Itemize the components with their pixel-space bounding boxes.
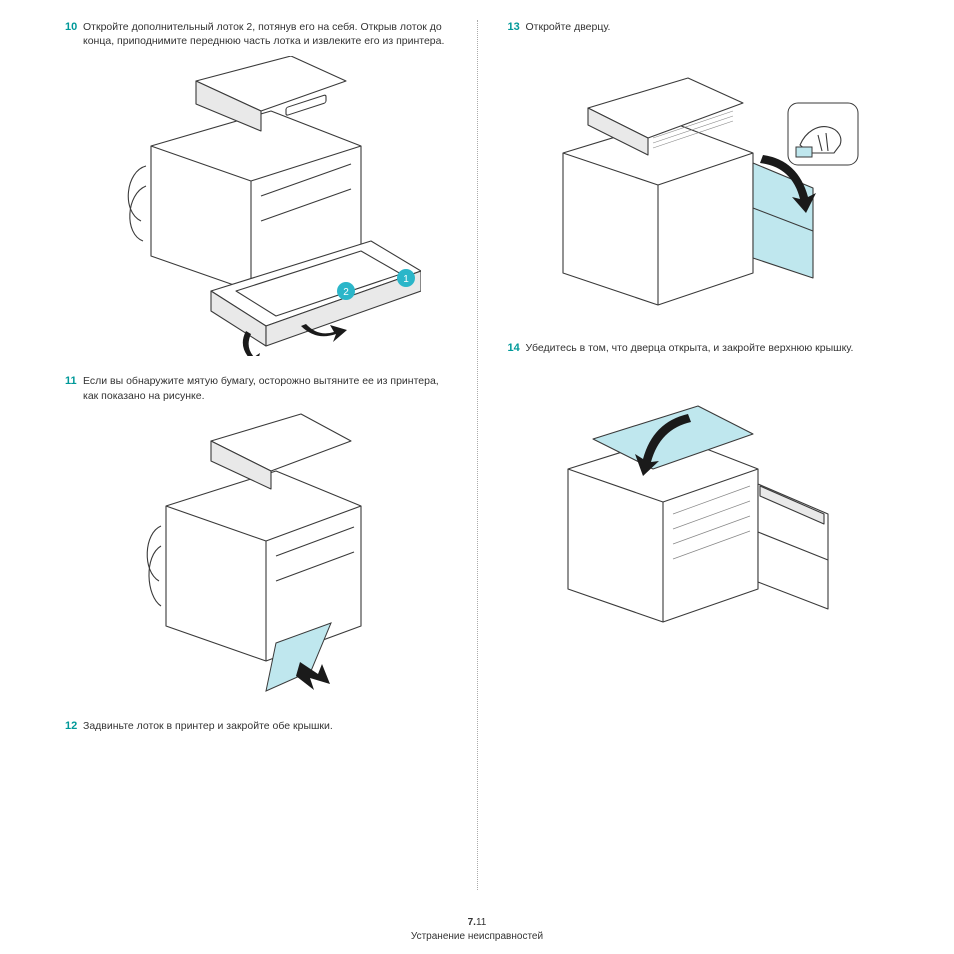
step-12: 12 Задвиньте лоток в принтер и закройте …: [65, 719, 447, 734]
step-number: 13: [508, 20, 526, 35]
step-10-text: 10 Откройте дополнительный лоток 2, потя…: [65, 20, 447, 48]
step-13-illustration: [508, 43, 890, 323]
left-column: 10 Откройте дополнительный лоток 2, потя…: [40, 20, 472, 890]
step-body: Если вы обнаружите мятую бумагу, осторож…: [83, 374, 447, 402]
step-11-illustration: [65, 411, 447, 701]
callout-1: 1: [403, 274, 409, 285]
page-footer: 7.11 Устранение неисправностей: [0, 916, 954, 944]
step-number: 14: [508, 341, 526, 356]
step-11-text: 11 Если вы обнаружите мятую бумагу, осто…: [65, 374, 447, 402]
step-13: 13 Откройте дверцу.: [508, 20, 890, 323]
step-14: 14 Убедитесь в том, что дверца открыта, …: [508, 341, 890, 654]
footer-section-number: 7.: [468, 917, 476, 928]
step-body: Убедитесь в том, что дверца открыта, и з…: [526, 341, 890, 355]
manual-page: 10 Откройте дополнительный лоток 2, потя…: [0, 0, 954, 890]
step-body: Откройте дополнительный лоток 2, потянув…: [83, 20, 447, 48]
step-body: Откройте дверцу.: [526, 20, 890, 34]
step-number: 12: [65, 719, 83, 734]
step-body: Задвиньте лоток в принтер и закройте обе…: [83, 719, 447, 733]
step-number: 10: [65, 20, 83, 35]
right-column: 13 Откройте дверцу.: [483, 20, 915, 890]
step-13-text: 13 Откройте дверцу.: [508, 20, 890, 35]
step-10: 10 Откройте дополнительный лоток 2, потя…: [65, 20, 447, 356]
step-14-text: 14 Убедитесь в том, что дверца открыта, …: [508, 341, 890, 356]
step-10-illustration: 2 1: [65, 56, 447, 356]
step-14-illustration: [508, 364, 890, 654]
step-11: 11 Если вы обнаружите мятую бумагу, осто…: [65, 374, 447, 700]
callout-2: 2: [343, 287, 349, 298]
column-divider: [477, 20, 478, 890]
footer-page-number: 11: [476, 917, 486, 928]
footer-title: Устранение неисправностей: [0, 930, 954, 944]
step-12-text: 12 Задвиньте лоток в принтер и закройте …: [65, 719, 447, 734]
step-number: 11: [65, 374, 83, 389]
